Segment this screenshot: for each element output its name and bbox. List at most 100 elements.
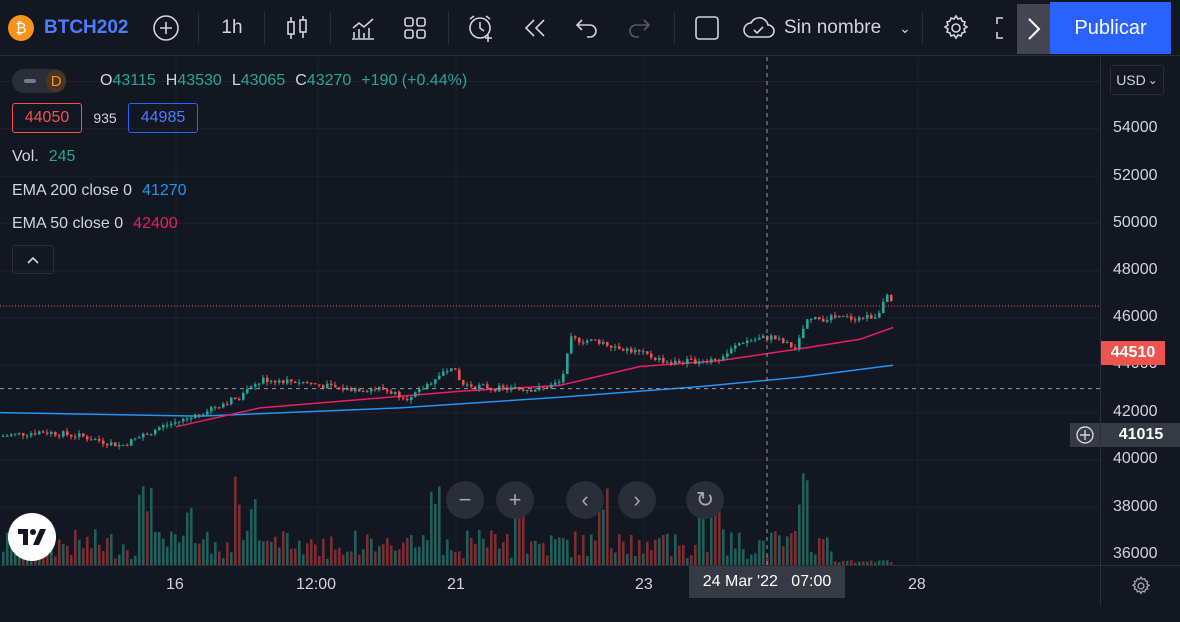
reset-chart-button[interactable]: ↻ <box>686 481 724 519</box>
axis-settings-button[interactable] <box>1100 566 1180 606</box>
candle-body <box>114 442 117 447</box>
currency-label: USD <box>1116 72 1146 88</box>
toolbar-divider <box>674 12 675 44</box>
zoom-in-button[interactable]: + <box>496 481 534 519</box>
volume-bar <box>682 544 685 565</box>
volume-bar <box>90 548 93 565</box>
candle-body <box>206 411 209 415</box>
candle-body <box>282 380 285 384</box>
volume-bar <box>658 538 661 565</box>
candle-body <box>510 387 513 391</box>
candle-body <box>6 435 9 437</box>
candle-body <box>738 343 741 346</box>
settings-button[interactable] <box>938 8 974 48</box>
add-symbol-button[interactable] <box>150 8 182 48</box>
volume-bar <box>178 542 181 565</box>
buy-button[interactable]: 44985 <box>128 103 198 133</box>
candle-body <box>34 433 37 435</box>
collapse-legend-button[interactable] <box>12 245 54 274</box>
indicators-button[interactable] <box>346 8 380 48</box>
candle-body <box>194 414 197 419</box>
candle-body <box>174 422 177 424</box>
candle-body <box>418 388 421 393</box>
candle-body <box>146 433 149 435</box>
sell-button[interactable]: 44050 <box>12 103 82 133</box>
volume-bar <box>846 560 849 565</box>
volume-bar <box>602 509 605 565</box>
redo-icon <box>629 19 651 38</box>
volume-bar <box>666 533 669 565</box>
volume-bar <box>406 537 409 565</box>
volume-bar <box>118 554 121 565</box>
volume-bar <box>270 541 273 565</box>
candle-body <box>550 384 553 389</box>
volume-bar <box>782 546 785 565</box>
add-horizontal-line-button[interactable] <box>1070 423 1100 447</box>
tradingview-logo-icon <box>18 529 46 545</box>
bid-ask-row: 44050 935 44985 <box>12 103 198 133</box>
price-chart[interactable] <box>0 57 1100 565</box>
redo-button[interactable] <box>622 8 656 48</box>
publish-button[interactable]: Publicar <box>1050 2 1171 54</box>
fullscreen-toggle-button[interactable] <box>690 8 724 48</box>
volume-bar <box>366 534 369 565</box>
candle-body <box>318 384 321 386</box>
ema200-legend[interactable]: EMA 200 close 0 41270 <box>12 182 187 200</box>
candle-body <box>22 433 25 436</box>
layout-save-button[interactable]: Sin nombre ⌄ <box>742 8 918 48</box>
volume-legend[interactable]: Vol. 245 <box>12 148 75 166</box>
volume-bar <box>826 537 829 565</box>
candle-body <box>30 433 33 436</box>
chart-pane[interactable]: D O43115 H43530 L43065 C43270 +190 (+0.4… <box>0 57 1100 565</box>
alert-button[interactable] <box>464 8 498 48</box>
legend-toggle[interactable]: D <box>12 69 66 93</box>
undo-button[interactable] <box>570 8 604 48</box>
volume-bar <box>334 549 337 565</box>
expand-toolbar-button[interactable] <box>1017 4 1050 54</box>
volume-bar <box>490 530 493 565</box>
crosshair-time-label: 24 Mar '22 07:00 <box>689 566 845 598</box>
interval-button[interactable]: 1h <box>221 17 243 38</box>
candle-body <box>218 407 221 409</box>
volume-bar <box>730 532 733 565</box>
time-axis[interactable]: 16 12:00 21 23 28 24 Mar '22 07:00 <box>0 565 1180 606</box>
scroll-right-button[interactable]: › <box>618 481 656 519</box>
daily-badge: D <box>46 70 66 92</box>
chevron-down-icon: ⌄ <box>899 19 911 36</box>
replay-button[interactable] <box>518 8 552 48</box>
volume-bar <box>146 511 149 565</box>
candle-body <box>426 384 429 389</box>
volume-bar <box>342 554 345 565</box>
scroll-left-button[interactable]: ‹ <box>566 481 604 519</box>
volume-bar <box>394 550 397 565</box>
symbol-search[interactable]: ₿ BTCH202 <box>8 8 138 48</box>
volume-bar <box>774 531 777 565</box>
ema50-legend[interactable]: EMA 50 close 0 42400 <box>12 215 178 233</box>
candle-body <box>562 373 565 383</box>
volume-bar <box>530 541 533 565</box>
volume-bar <box>314 544 317 565</box>
candle-body <box>150 434 153 436</box>
chart-type-button[interactable] <box>280 8 314 48</box>
volume-bar <box>522 493 525 565</box>
candle-body <box>570 336 573 354</box>
candle-body <box>662 357 665 363</box>
price-axis[interactable]: USD ⌄ 54000 52000 50000 48000 46000 4400… <box>1100 57 1180 565</box>
candle-body <box>302 381 305 383</box>
candle-body <box>690 358 693 360</box>
candle-body <box>158 427 161 430</box>
toolbar-divider <box>330 12 331 44</box>
fullscreen-button[interactable] <box>994 8 1018 48</box>
currency-selector[interactable]: USD ⌄ <box>1110 65 1164 95</box>
volume-bar <box>350 551 353 565</box>
candle-body <box>890 294 893 301</box>
templates-button[interactable] <box>398 8 432 48</box>
tradingview-logo[interactable] <box>8 513 56 561</box>
zoom-out-button[interactable]: − <box>446 481 484 519</box>
candle-body <box>658 357 661 361</box>
ohlc-legend: D O43115 H43530 L43065 C43270 +190 (+0.4… <box>12 69 467 93</box>
volume-bar <box>54 556 57 565</box>
candle-body <box>50 432 53 434</box>
volume-bar <box>842 560 845 565</box>
volume-bar <box>194 543 197 565</box>
